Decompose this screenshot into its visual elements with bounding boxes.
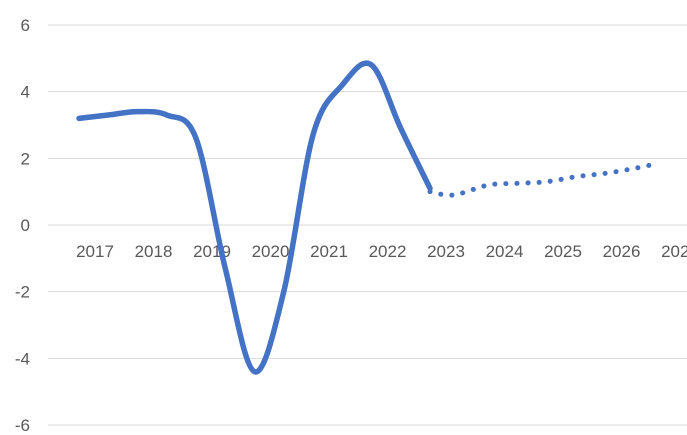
y-tick-label: 4 — [21, 83, 30, 102]
x-tick-label: 2025 — [544, 242, 582, 261]
y-tick-label: -4 — [15, 349, 30, 368]
y-tick-label: -2 — [15, 283, 30, 302]
y-axis-tick-labels: 6 4 2 0 -2 -4 -6 — [15, 16, 30, 435]
x-axis-tick-labels: 2017 2018 2019 2020 2021 2022 2023 2024 2025 2026… — [76, 242, 687, 261]
y-tick-label: 2 — [21, 149, 30, 168]
x-tick-label: 2023 — [427, 242, 465, 261]
x-tick-label: 2020 — [252, 242, 290, 261]
y-tick-label: -6 — [15, 416, 30, 435]
gridlines — [48, 24, 687, 426]
x-tick-label: 2026 — [603, 242, 641, 261]
y-tick-label: 0 — [21, 216, 30, 235]
x-tick-label: 2024 — [486, 242, 524, 261]
x-tick-label: 2017 — [76, 242, 114, 261]
actual-series-line — [76, 60, 433, 375]
forecast-series-line — [427, 160, 661, 198]
y-tick-label: 6 — [21, 16, 30, 35]
x-tick-label: 2027 — [661, 242, 687, 261]
x-tick-label: 2018 — [135, 242, 173, 261]
x-tick-label: 2022 — [369, 242, 407, 261]
x-tick-label: 2021 — [310, 242, 348, 261]
series-lines — [76, 60, 661, 375]
